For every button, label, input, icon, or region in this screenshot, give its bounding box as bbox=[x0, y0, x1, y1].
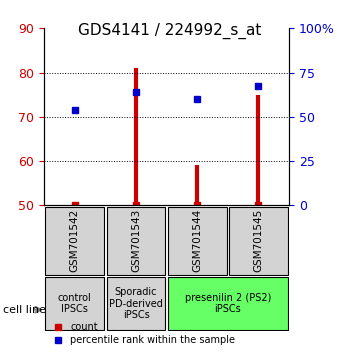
Bar bbox=[168, 207, 226, 275]
Bar bbox=[46, 207, 104, 275]
Text: GSM701542: GSM701542 bbox=[70, 209, 80, 272]
Text: control
IPSCs: control IPSCs bbox=[58, 293, 92, 314]
Bar bbox=[107, 207, 165, 275]
Bar bbox=[107, 277, 165, 330]
Bar bbox=[168, 277, 288, 330]
Text: cell line: cell line bbox=[3, 305, 46, 315]
Bar bbox=[46, 277, 104, 330]
Text: presenilin 2 (PS2)
iPSCs: presenilin 2 (PS2) iPSCs bbox=[185, 293, 271, 314]
Text: GSM701545: GSM701545 bbox=[253, 209, 264, 272]
Legend: count, percentile rank within the sample: count, percentile rank within the sample bbox=[49, 319, 239, 349]
Text: GDS4141 / 224992_s_at: GDS4141 / 224992_s_at bbox=[78, 23, 262, 39]
Bar bbox=[229, 207, 288, 275]
Text: Sporadic
PD-derived
iPSCs: Sporadic PD-derived iPSCs bbox=[109, 287, 163, 320]
Text: GSM701544: GSM701544 bbox=[192, 209, 202, 272]
Text: GSM701543: GSM701543 bbox=[131, 209, 141, 272]
